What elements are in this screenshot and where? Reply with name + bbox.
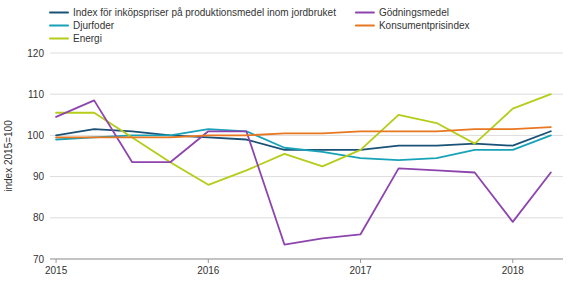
legend-swatch <box>50 25 68 27</box>
x-tick <box>512 259 513 263</box>
grid-line <box>50 259 563 260</box>
axes: 70 80 90 100 110 120 2015 2016 2017 2018 <box>27 48 563 277</box>
series-line <box>56 94 551 185</box>
y-tick-label: 80 <box>33 212 45 223</box>
x-tick-label: 2015 <box>45 265 68 276</box>
legend-swatch <box>356 12 374 14</box>
x-tick <box>360 259 361 263</box>
series-line <box>56 127 551 137</box>
y-axis-label: index 2015=100 <box>3 120 14 192</box>
y-tick-label: 120 <box>27 48 44 59</box>
legend-label: Energi <box>73 33 102 44</box>
y-tick-label: 100 <box>27 130 44 141</box>
legend-swatch <box>50 38 68 40</box>
legend-item: Gödningsmedel <box>356 7 449 18</box>
grid-line <box>50 94 563 95</box>
legend-item: Index för inköpspriser på produktionsmed… <box>50 7 336 18</box>
series-line <box>56 100 551 244</box>
legend-label: Djurfoder <box>73 20 115 31</box>
legend: Index för inköpspriser på produktionsmed… <box>50 7 470 44</box>
legend-item: Energi <box>50 33 102 44</box>
legend-label: Konsumentprisindex <box>379 20 470 31</box>
grid <box>50 53 563 259</box>
legend-label: Index för inköpspriser på produktionsmed… <box>73 7 336 18</box>
x-tick-label: 2017 <box>349 265 372 276</box>
y-tick-label: 110 <box>28 89 44 100</box>
x-axis-line <box>50 259 563 260</box>
chart: 70 80 90 100 110 120 2015 2016 2017 2018 index 201… <box>0 0 577 283</box>
legend-swatch <box>50 12 68 14</box>
series-line <box>56 129 551 150</box>
x-tick-label: 2018 <box>502 265 525 276</box>
x-tick <box>208 259 209 263</box>
legend-swatch <box>356 25 374 27</box>
legend-item: Djurfoder <box>50 20 115 31</box>
y-tick-label: 90 <box>33 171 45 182</box>
grid-line <box>50 176 563 177</box>
grid-line <box>50 53 563 54</box>
x-tick <box>56 259 57 263</box>
legend-label: Gödningsmedel <box>379 7 449 18</box>
plot-area <box>56 94 551 244</box>
y-tick-label: 70 <box>33 254 45 265</box>
legend-item: Konsumentprisindex <box>356 20 470 31</box>
grid-line <box>50 217 563 218</box>
x-tick-label: 2016 <box>197 265 220 276</box>
